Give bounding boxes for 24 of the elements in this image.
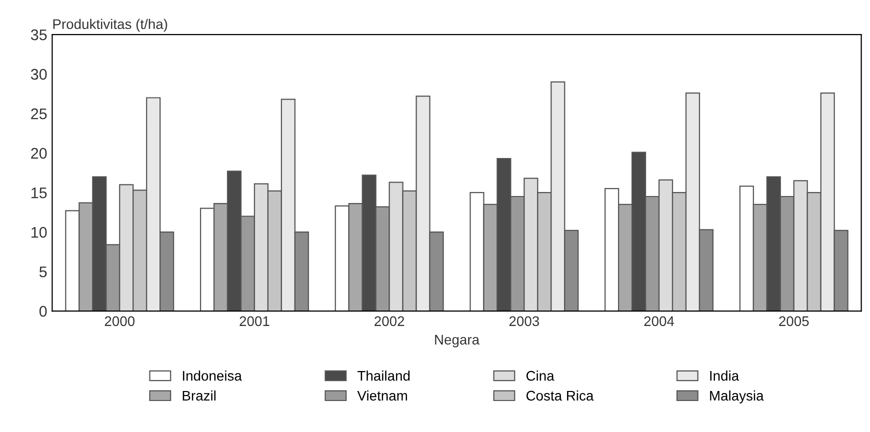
x-tick-label: 2005 <box>779 316 809 326</box>
y-tick-label: 5 <box>39 266 47 278</box>
legend-label: Indoneisa <box>182 370 242 381</box>
legend-label: Brazil <box>182 390 216 401</box>
legend-label: Vietnam <box>357 390 407 401</box>
y-tick-label: 25 <box>31 108 47 120</box>
y-tick-label: 15 <box>32 188 47 198</box>
legend-label: Cina <box>526 370 554 381</box>
legend-label: Thailand <box>358 370 410 381</box>
legend-label: Costa Rica <box>526 390 594 401</box>
y-axis-title: Produktivitas (t/ha) <box>53 18 168 32</box>
x-axis-title: Negara <box>435 334 480 348</box>
legend-label: India <box>710 370 740 381</box>
x-tick-label: 2004 <box>644 316 674 326</box>
y-tick-label: 30 <box>30 68 47 80</box>
x-tick-label: 2002 <box>374 316 404 326</box>
y-tick-label: 20 <box>31 148 47 159</box>
y-tick-label: 10 <box>32 226 47 238</box>
y-tick-label: 35 <box>30 29 47 40</box>
x-tick-label: 2000 <box>104 316 135 326</box>
x-tick-label: 2003 <box>509 316 540 326</box>
legend-label: Malaysia <box>710 390 764 404</box>
x-tick-label: 2001 <box>240 316 270 326</box>
y-tick-label: 0 <box>39 306 47 317</box>
